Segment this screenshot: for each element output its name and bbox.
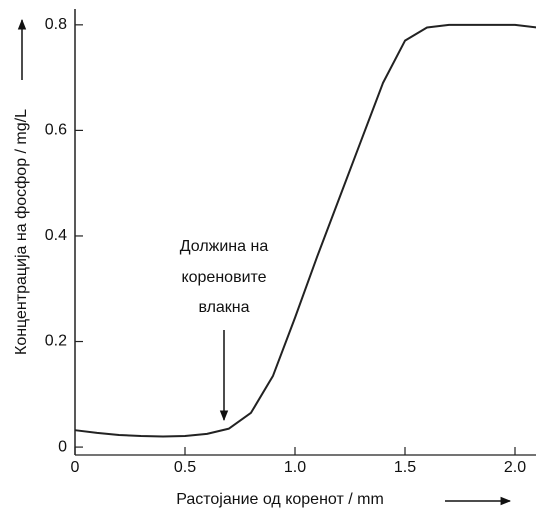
y-axis-label: Концентрација на фосфор / mg/L <box>13 109 30 355</box>
annotation-line: кореновите <box>181 269 266 286</box>
annotation-line: влакна <box>198 299 249 316</box>
x-tick-label: 0.5 <box>174 459 196 476</box>
x-tick-label: 1.5 <box>394 459 416 476</box>
y-tick-label: 0.2 <box>45 333 67 350</box>
x-tick-label: 0 <box>71 459 80 476</box>
y-tick-label: 0.8 <box>45 16 67 33</box>
data-line <box>74 23 536 438</box>
x-axis-label: Растојание од коренот / mm <box>176 491 384 508</box>
x-tick-label: 1.0 <box>284 459 306 476</box>
y-tick-label: 0 <box>58 438 67 455</box>
x-tick-label: 2.0 <box>504 459 526 476</box>
y-tick-label: 0.4 <box>45 227 67 244</box>
annotation-line: Должина на <box>180 238 269 255</box>
annotation: Должина на кореновите влакна <box>180 238 269 422</box>
y-tick-label: 0.6 <box>45 122 67 139</box>
